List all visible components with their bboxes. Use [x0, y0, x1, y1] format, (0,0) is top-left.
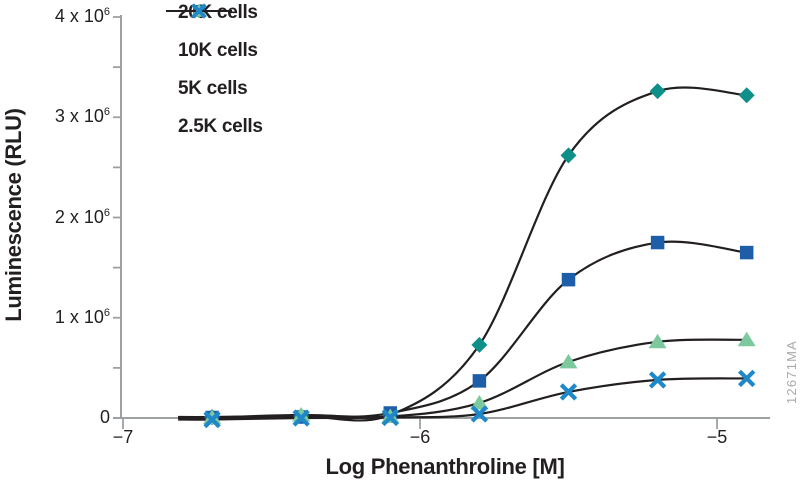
square-marker	[561, 272, 576, 287]
x-marker	[738, 369, 756, 388]
y-axis-title: Luminescence (RLU)	[1, 108, 26, 322]
curve-2.5k-cells	[178, 377, 747, 421]
legend: 20K cells 10K cells 5K cells 2.5K cells	[166, 1, 263, 153]
legend-item-5k-cells: 5K cells	[166, 3, 263, 101]
diamond-marker	[471, 336, 488, 353]
legend-label: 2.5K cells	[178, 116, 263, 137]
diamond-marker	[649, 83, 666, 100]
triangle-marker	[737, 331, 756, 347]
square-marker	[650, 235, 665, 250]
legend-item-2.5k-cells: 2.5K cells	[166, 3, 263, 139]
y-tick-label: 2 x 106	[54, 206, 110, 227]
legend-x-icon	[166, 3, 232, 19]
diamond-marker	[560, 147, 577, 164]
x-marker	[648, 371, 667, 389]
x-tick-label: −7	[112, 427, 134, 447]
triangle-marker	[470, 394, 489, 410]
triangle-marker	[559, 353, 578, 369]
legend-label: 5K cells	[178, 78, 248, 99]
legend-item-10k-cells: 10K cells	[166, 5, 263, 63]
diamond-marker	[738, 87, 755, 104]
x-marker	[381, 408, 399, 427]
x-tick-label: −5	[706, 427, 728, 447]
x-marker	[559, 383, 578, 401]
curve-10k-cells	[178, 240, 747, 419]
x-axis-title: Log Phenanthroline [M]	[325, 454, 565, 479]
triangle-marker	[292, 406, 311, 422]
x-marker	[191, 3, 207, 19]
triangle-marker	[648, 333, 667, 349]
x-marker	[203, 410, 221, 429]
curve-5k-cells	[178, 338, 747, 419]
x-tick-label: −6	[409, 427, 431, 447]
square-marker	[472, 374, 487, 388]
y-tick-label: 4 x 106	[54, 6, 110, 26]
y-tick-label: 3 x 106	[54, 106, 110, 127]
square-marker	[739, 245, 754, 260]
y-tick-label: 1 x 106	[54, 306, 110, 327]
x-marker	[470, 405, 489, 423]
watermark-label: 12671MA	[784, 339, 799, 405]
curve-20k-cells	[178, 86, 747, 422]
legend-label: 10K cells	[178, 40, 258, 61]
x-marker	[292, 409, 310, 427]
y-tick-label: 0	[99, 407, 110, 427]
